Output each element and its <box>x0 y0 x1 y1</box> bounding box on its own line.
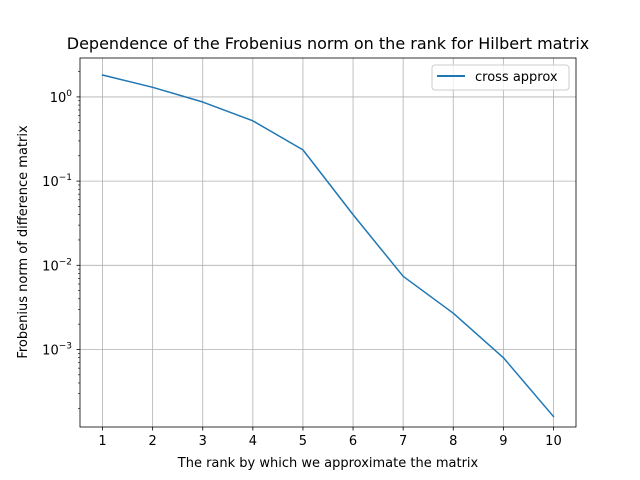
x-tick-label: 8 <box>449 434 457 449</box>
y-axis-label: Frobenius norm of difference matrix <box>16 125 31 359</box>
y-tick-label: 10−3 <box>42 341 72 358</box>
x-tick-label: 1 <box>98 434 106 449</box>
x-tick-label: 2 <box>149 434 157 449</box>
series-line-0 <box>101 74 555 418</box>
x-tick-label: 9 <box>499 434 507 449</box>
grid <box>80 58 576 427</box>
x-tick-label: 4 <box>249 434 257 449</box>
x-tick-label: 5 <box>299 434 307 449</box>
y-axis-ticks: 100 10−1 10−2 10−3 <box>42 71 80 409</box>
x-axis-ticks: 1 2 3 4 5 6 7 8 9 10 <box>98 427 562 449</box>
x-tick-label: 6 <box>349 434 357 449</box>
legend: cross approx <box>431 64 570 91</box>
y-tick-label: 10−2 <box>42 257 72 274</box>
y-tick-label: 100 <box>50 89 73 106</box>
y-tick-label: 10−1 <box>42 173 72 190</box>
x-tick-label: 3 <box>199 434 207 449</box>
x-axis-label: The rank by which we approximate the mat… <box>177 456 479 471</box>
axes-frame <box>79 57 577 428</box>
legend-box <box>431 64 570 91</box>
legend-label: cross approx <box>475 70 558 85</box>
series-layer <box>101 74 555 418</box>
x-tick-label: 7 <box>399 434 407 449</box>
x-tick-label: 10 <box>545 434 562 449</box>
chart-title: Dependence of the Frobenius norm on the … <box>67 34 589 53</box>
